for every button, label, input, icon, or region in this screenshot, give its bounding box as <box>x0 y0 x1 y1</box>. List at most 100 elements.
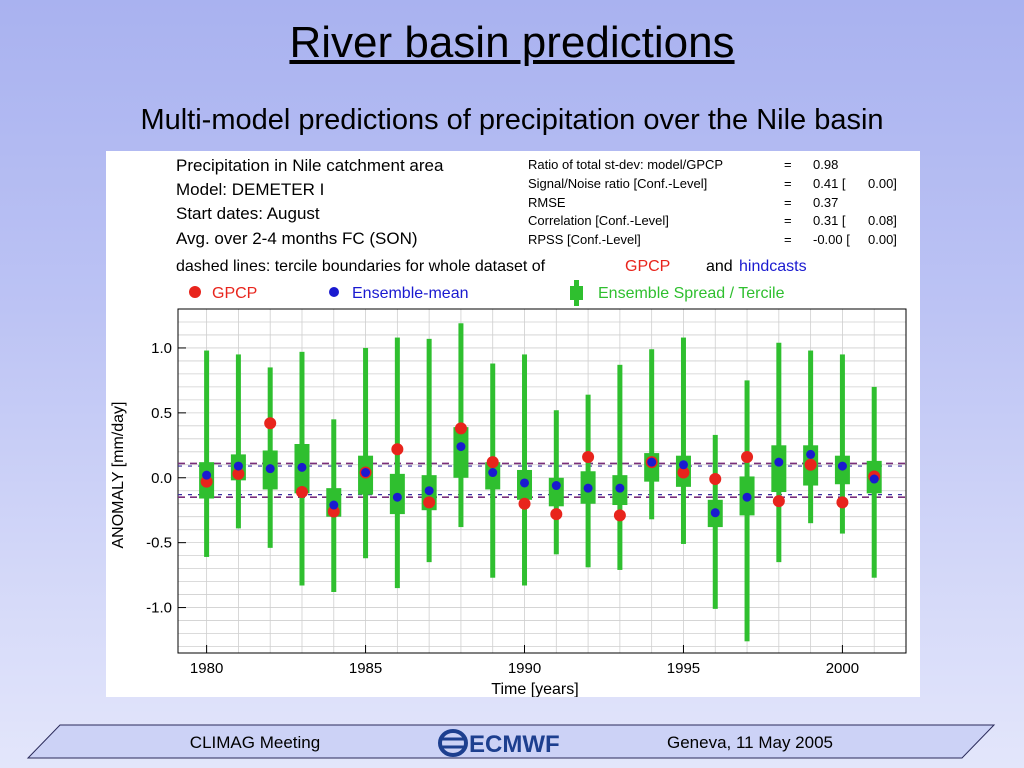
legend-gpcp-label: GPCP <box>212 285 257 302</box>
x-tick-label: 1985 <box>349 660 382 677</box>
stat-value-1: 0.41 [ <box>813 176 846 191</box>
tercile-box <box>453 427 469 478</box>
legend-gpcp-marker <box>189 286 201 298</box>
stat-eq-2: = <box>784 195 792 210</box>
ensemble-mean-point <box>424 486 434 496</box>
gpcp-point <box>550 508 563 521</box>
ensemble-mean-point <box>710 508 720 518</box>
ensemble-mean-point <box>583 483 593 493</box>
ensemble-mean-point <box>615 483 625 493</box>
spread-bar <box>235 354 241 529</box>
y-tick-label: 0.0 <box>151 470 172 487</box>
y-tick-label: -0.5 <box>146 535 172 552</box>
gpcp-point <box>232 467 245 480</box>
footer-right-text: Geneva, 11 May 2005 <box>666 733 833 752</box>
ensemble-mean-point <box>488 468 498 478</box>
ensemble-mean-point <box>329 500 339 510</box>
x-tick-label: 2000 <box>826 660 859 677</box>
dashed-note-prefix: dashed lines: tercile boundaries for who… <box>176 258 546 275</box>
spread-bar <box>839 354 845 534</box>
gpcp-point <box>677 466 690 479</box>
ensemble-mean-point <box>869 474 879 484</box>
stat-label-1: Signal/Noise ratio [Conf.-Level] <box>528 176 707 191</box>
ecmwf-logo: ECMWF <box>437 729 587 757</box>
dashed-note-and: and <box>706 258 733 275</box>
stat-conf-1: 0.00] <box>868 176 897 191</box>
legend-ensemble-marker <box>329 287 339 297</box>
ensemble-mean-point <box>202 470 212 480</box>
stat-eq-4: = <box>784 232 792 247</box>
gpcp-point <box>327 505 340 518</box>
dashed-note-hindcasts: hindcasts <box>739 258 807 275</box>
ecmwf-logo-icon: ECMWF <box>438 729 560 757</box>
gpcp-point <box>709 473 722 486</box>
spread-bar <box>363 347 369 559</box>
ensemble-mean-point <box>551 481 561 491</box>
gpcp-point <box>772 495 785 508</box>
gpcp-point <box>582 450 595 463</box>
tercile-box <box>771 445 787 493</box>
stat-label-0: Ratio of total st-dev: model/GPCP <box>528 157 723 172</box>
gpcp-point <box>613 509 626 522</box>
spread-bar <box>649 349 655 520</box>
header-line-4: Avg. over 2-4 months FC (SON) <box>176 229 418 248</box>
plot-frame <box>177 308 907 654</box>
stat-conf-4: 0.00] <box>868 232 897 247</box>
stat-value-0: 0.98 <box>813 157 838 172</box>
x-axis-label: Time [years] <box>491 681 578 697</box>
ensemble-mean-point <box>774 457 784 467</box>
ensemble-mean-point <box>647 457 657 467</box>
footer-left-text: CLIMAG Meeting <box>189 733 321 752</box>
gpcp-point <box>486 456 499 469</box>
slide-title: River basin predictions <box>289 18 735 67</box>
stat-conf-3: 0.08] <box>868 213 897 228</box>
ensemble-mean-point <box>392 492 402 502</box>
gpcp-point <box>264 417 277 430</box>
gpcp-point <box>454 422 467 435</box>
gpcp-point <box>391 443 404 456</box>
gpcp-point <box>741 450 754 463</box>
header-line-3: Start dates: August <box>176 204 320 223</box>
gpcp-point <box>518 497 531 510</box>
header-line-2: Model: DEMETER I <box>176 180 324 199</box>
ensemble-mean-point <box>520 478 530 488</box>
stat-value-3: 0.31 [ <box>813 213 846 228</box>
gpcp-point <box>423 496 436 509</box>
stat-label-2: RMSE <box>528 195 566 210</box>
x-tick-label: 1990 <box>508 660 541 677</box>
stat-eq-3: = <box>784 213 792 228</box>
ensemble-mean-point <box>837 461 847 471</box>
legend-spread-label: Ensemble Spread / Tercile <box>598 285 785 302</box>
gpcp-point <box>836 496 849 509</box>
x-tick-label: 1995 <box>667 660 700 677</box>
ensemble-mean-point <box>233 461 243 471</box>
ensemble-mean-point <box>742 492 752 502</box>
footer-shape <box>26 724 996 759</box>
ensemble-mean-point <box>361 468 371 478</box>
ensemble-mean-point <box>265 464 275 474</box>
stat-value-4: -0.00 [ <box>813 232 850 247</box>
spread-bar <box>394 337 400 589</box>
legend-tercile-box <box>570 286 583 300</box>
gpcp-point <box>295 486 308 499</box>
spread-bar <box>426 338 432 563</box>
y-tick-label: 1.0 <box>151 340 172 357</box>
header-line-1: Precipitation in Nile catchment area <box>176 156 444 175</box>
ensemble-mean-point <box>678 460 688 470</box>
stat-value-2: 0.37 <box>813 195 838 210</box>
y-tick-label: 0.5 <box>151 405 172 422</box>
spread-bar <box>617 364 623 570</box>
x-tick-label: 1980 <box>190 660 223 677</box>
plot-area: 1.0 0.5 0.0 -0.5 -1.0 1980 1985 1990 1995 2000 <box>146 308 907 677</box>
spread-bar <box>204 350 210 557</box>
y-axis-label: ANOMALY [mm/day] <box>110 402 127 549</box>
y-tick-label: -1.0 <box>146 600 172 617</box>
stat-label-4: RPSS [Conf.-Level] <box>528 232 641 247</box>
legend-ensemble-label: Ensemble-mean <box>352 285 469 302</box>
stat-label-3: Correlation [Conf.-Level] <box>528 213 669 228</box>
stat-eq-0: = <box>784 157 792 172</box>
dashed-note-gpcp: GPCP <box>625 258 670 275</box>
slide-subtitle: Multi-model predictions of precipitation… <box>140 104 884 136</box>
footer-bar: CLIMAG Meeting ECMWF Geneva, 11 May 2005 <box>0 722 1024 768</box>
chart-figure: Precipitation in Nile catchment area Mod… <box>106 151 920 697</box>
